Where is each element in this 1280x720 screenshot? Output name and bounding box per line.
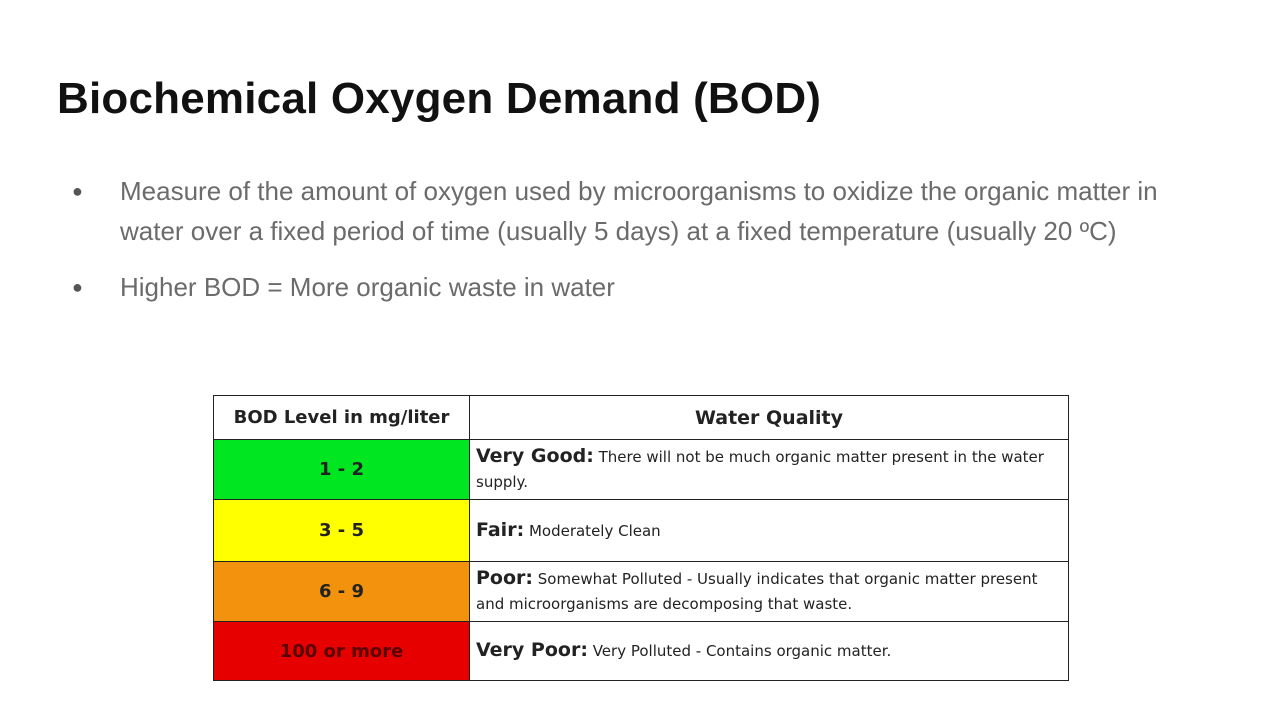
quality-cell: Fair: Moderately Clean [469, 499, 1069, 562]
quality-cell: Very Good: There will not be much organi… [469, 439, 1069, 500]
header-row: BOD Level in mg/liter Water Quality [213, 395, 1069, 440]
quality-label: Fair: [476, 518, 525, 541]
slide-title: Biochemical Oxygen Demand (BOD) [57, 74, 822, 123]
bullet-list: Measure of the amount of oxygen used by … [72, 172, 1212, 325]
bullet: Higher BOD = More organic waste in water [72, 268, 1212, 308]
level-cell: 1 - 2 [213, 439, 470, 500]
bod-table: BOD Level in mg/liter Water Quality 1 - … [213, 395, 1069, 681]
level-cell: 6 - 9 [213, 561, 470, 622]
table-row: 1 - 2 Very Good: There will not be much … [213, 439, 1069, 500]
quality-label: Very Poor: [476, 639, 588, 661]
quality-cell: Poor: Somewhat Polluted - Usually indica… [469, 561, 1069, 622]
quality-cell: Very Poor: Very Polluted - Contains orga… [469, 621, 1069, 681]
quality-text: Very Polluted - Contains organic matter. [592, 642, 892, 660]
table-row: 6 - 9 Poor: Somewhat Polluted - Usually … [213, 561, 1069, 622]
quality-label: Very Good: [476, 445, 594, 467]
header-cell: BOD Level in mg/liter [213, 395, 470, 440]
quality-text: There will not be much organic matter pr… [476, 448, 1044, 491]
bullet: Measure of the amount of oxygen used by … [72, 172, 1212, 251]
quality-text: Moderately Clean [528, 521, 661, 540]
level-cell: 3 - 5 [213, 499, 470, 562]
table-row: 3 - 5 Fair: Moderately Clean [213, 499, 1069, 562]
quality-text: Somewhat Polluted - Usually indicates th… [476, 570, 1038, 613]
header-cell: Water Quality [469, 395, 1069, 440]
quality-label: Poor: [476, 567, 533, 589]
table-row: 100 or more Very Poor: Very Polluted - C… [213, 621, 1069, 681]
level-cell: 100 or more [213, 621, 470, 681]
